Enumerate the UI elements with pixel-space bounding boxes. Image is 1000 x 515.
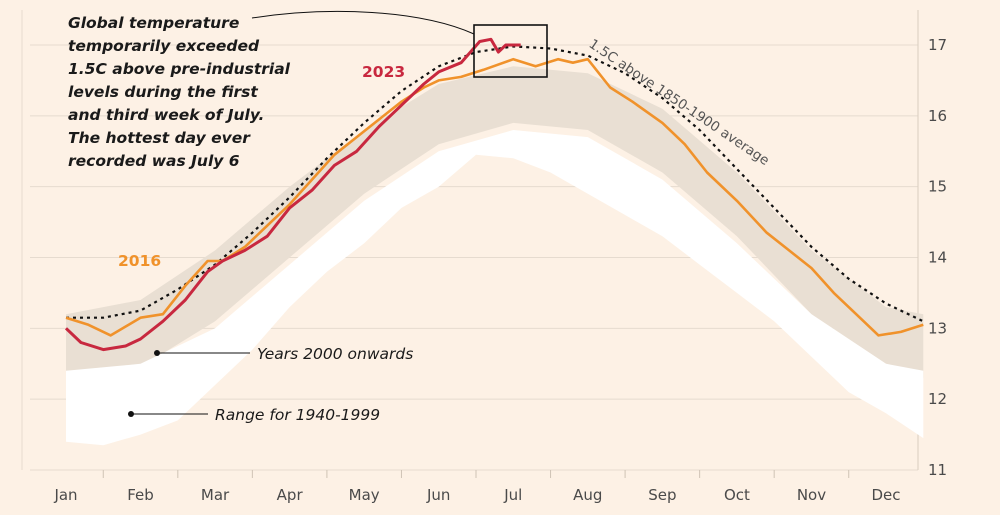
headline-line-6: The hottest day ever	[68, 129, 251, 147]
headline-line-7: recorded was July 6	[68, 152, 240, 170]
threshold-curve	[66, 45, 924, 323]
series-2016-line	[65, 57, 924, 337]
headline-annotation: Global temperature temporarily exceeded …	[68, 14, 295, 170]
series-threshold-line	[66, 45, 924, 323]
x-axis-ticks: Jan Feb Mar Apr May Jun Jul Aug Sep Oct Nov Dec	[53, 486, 900, 504]
band-1940-label: Range for 1940-1999	[215, 406, 380, 424]
y-tick-label-12: 12	[928, 390, 947, 408]
band-2000-label: Years 2000 onwards	[257, 345, 413, 363]
y-axis-ticks: 11 12 13 14 15 16 17	[928, 36, 947, 479]
x-tick-label-may: May	[349, 486, 380, 504]
x-tick-label-jun: Jun	[426, 486, 450, 504]
x-tick-label-dec: Dec	[871, 486, 900, 504]
x-tick-label-oct: Oct	[724, 486, 750, 504]
y-tick-label-11: 11	[928, 461, 947, 479]
headline-line-1: Global temperature	[68, 14, 239, 32]
band-0	[66, 66, 924, 378]
x-tick-label-jan: Jan	[53, 486, 77, 504]
x-tick-label-jul: Jul	[503, 486, 522, 504]
x-tick-label-nov: Nov	[797, 486, 826, 504]
label-2016: 2016	[118, 252, 161, 270]
y-tick-label-13: 13	[928, 319, 947, 337]
july-highlight-box	[473, 24, 548, 78]
x-tick-label-feb: Feb	[127, 486, 154, 504]
series-2023-line	[64, 37, 521, 352]
y-tick-label-15: 15	[928, 178, 947, 196]
series-lines	[64, 37, 924, 352]
label-2023: 2023	[362, 63, 405, 81]
y-tick-label-14: 14	[928, 249, 947, 267]
headline-line-3: 1.5C above pre-industrial	[68, 60, 291, 78]
headline-line-2: temporarily exceeded	[68, 37, 260, 55]
x-tick-label-aug: Aug	[573, 486, 602, 504]
y-tick-label-17: 17	[928, 36, 947, 54]
x-tick-label-mar: Mar	[201, 486, 230, 504]
headline-line-5: and third week of July.	[68, 106, 264, 124]
x-tick-label-apr: Apr	[277, 486, 304, 504]
x-tick-label-sep: Sep	[648, 486, 676, 504]
headline-line-4: levels during the first	[68, 83, 258, 101]
y-tick-label-16: 16	[928, 107, 947, 125]
headline-connector	[251, 10, 475, 35]
